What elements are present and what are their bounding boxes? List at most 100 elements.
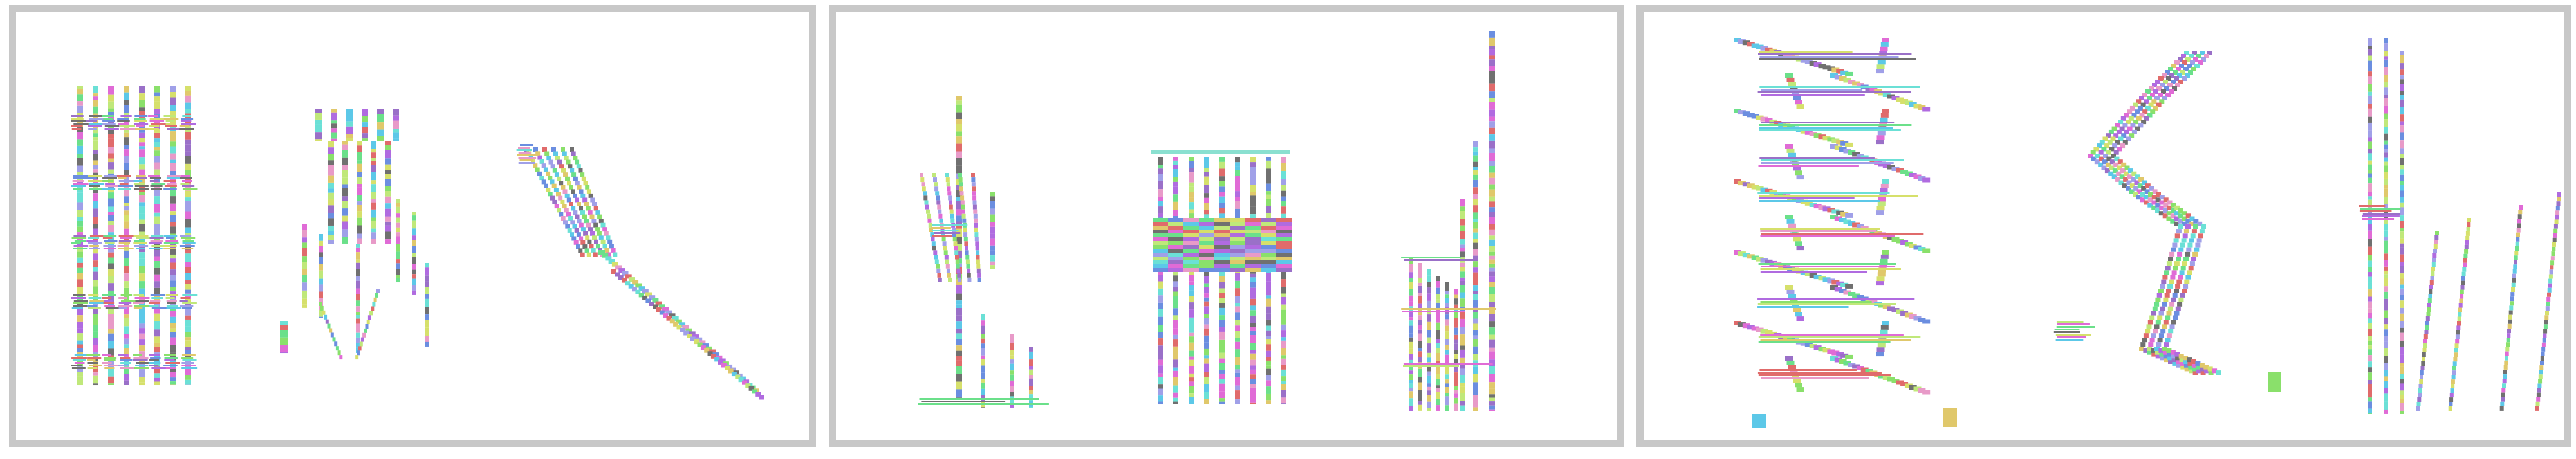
segment-block	[573, 176, 578, 181]
segment-block	[149, 364, 159, 366]
segment-block	[2429, 285, 2433, 289]
segment-block	[1856, 83, 1864, 87]
segment-block	[2182, 211, 2187, 216]
segment-block	[332, 337, 336, 342]
segment-block	[2465, 231, 2470, 236]
segment-block	[1250, 287, 1256, 293]
segment-block	[923, 195, 928, 201]
segment-block	[934, 259, 939, 264]
segment-block	[958, 173, 962, 177]
segment-block	[357, 163, 362, 172]
segment-block	[108, 134, 114, 139]
segment-block	[185, 95, 191, 103]
segment-block	[1418, 282, 1422, 286]
segment-block	[1489, 264, 1495, 268]
segment-block	[1788, 152, 1796, 158]
segment-block	[134, 118, 146, 120]
segment-block	[1173, 296, 1178, 305]
segment-block	[653, 304, 658, 309]
segment-block	[185, 253, 191, 257]
segment-block	[1761, 266, 1896, 267]
segment-block	[2163, 80, 2168, 84]
segment-block	[580, 227, 586, 232]
segment-block	[1158, 213, 1163, 218]
segment-block	[2169, 73, 2174, 78]
segment-block	[315, 124, 322, 133]
segment-block	[357, 201, 362, 205]
segment-block	[124, 318, 129, 327]
segment-block	[1834, 287, 1842, 292]
segment-block	[938, 277, 942, 282]
segment-block	[1219, 203, 1225, 208]
segment-block	[975, 246, 979, 251]
segment-block	[2166, 76, 2171, 81]
segment-block	[2162, 324, 2167, 329]
segment-block	[1199, 245, 1214, 249]
segment-block	[1786, 148, 1795, 153]
segment-block	[154, 147, 160, 151]
segment-block	[718, 359, 723, 364]
segment-block	[93, 331, 98, 338]
segment-block	[1235, 331, 1240, 338]
segment-block	[942, 241, 947, 246]
segment-block	[2162, 213, 2168, 219]
segment-block	[371, 217, 376, 221]
segment-block	[1189, 157, 1194, 161]
segment-block	[1219, 320, 1225, 327]
segment-block	[550, 164, 555, 169]
segment-block	[2171, 208, 2176, 213]
segment-block	[2400, 321, 2404, 328]
segment-block	[1473, 366, 1478, 374]
segment-block	[87, 357, 102, 359]
segment-block	[302, 224, 307, 230]
segment-block	[357, 152, 362, 161]
segment-block	[104, 357, 117, 359]
segment-block	[135, 364, 149, 366]
segment-block	[2134, 180, 2140, 185]
segment-block	[124, 163, 129, 170]
segment-block	[2175, 284, 2181, 289]
segment-block	[2167, 306, 2173, 311]
segment-block	[139, 219, 145, 224]
segment-block	[2124, 171, 2129, 176]
segment-block	[1473, 407, 1478, 411]
segment-block	[385, 203, 391, 209]
segment-block	[2147, 96, 2152, 100]
segment-block	[2384, 336, 2388, 342]
segment-block	[1281, 337, 1286, 341]
segment-block	[1214, 218, 1230, 222]
segment-block	[77, 344, 83, 348]
segment-block	[1809, 203, 1817, 207]
segment-block	[2554, 219, 2559, 224]
segment-block	[2368, 408, 2372, 414]
segment-block	[1427, 401, 1431, 408]
segment-block	[1402, 310, 1465, 312]
segment-block	[154, 249, 160, 256]
segment-block	[1235, 357, 1240, 365]
segment-block	[1250, 201, 1256, 207]
segment-block	[102, 115, 114, 117]
segment-block	[302, 256, 307, 262]
segment-block	[102, 120, 115, 122]
segment-block	[1796, 104, 1804, 109]
segment-block	[1761, 122, 1895, 123]
segment-block	[2519, 205, 2523, 210]
segment-block	[170, 97, 176, 105]
segment-block	[2368, 341, 2372, 346]
segment-block	[956, 321, 962, 328]
segment-block	[77, 89, 83, 94]
segment-block	[645, 292, 652, 297]
segment-block	[328, 213, 334, 219]
segment-block	[185, 350, 191, 354]
segment-block	[2368, 192, 2372, 197]
segment-block	[1409, 354, 1413, 360]
segment-block	[149, 237, 164, 239]
segment-block	[1418, 351, 1422, 357]
segment-block	[2544, 320, 2548, 325]
segment-block	[562, 151, 567, 156]
segment-block	[170, 159, 176, 163]
segment-block	[1900, 170, 1909, 174]
segment-block	[1266, 325, 1271, 331]
segment-block	[1786, 289, 1795, 294]
segment-block	[1418, 303, 1422, 309]
